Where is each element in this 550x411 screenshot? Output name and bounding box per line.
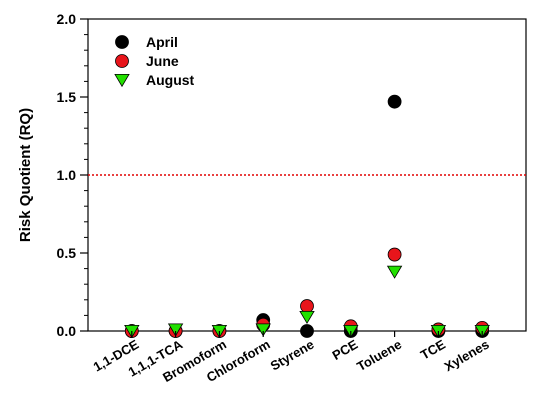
x-tick-label: Xylenes (442, 337, 492, 375)
point-august (167, 323, 184, 337)
point-june (300, 299, 314, 313)
point-april (387, 94, 402, 109)
point-june (387, 247, 402, 262)
legend-marker-april (115, 35, 129, 49)
x-axis: 1,1-DCE1,1,1-TCABromoformChloroformStyre… (91, 331, 492, 385)
legend-label: June (146, 53, 179, 69)
point-august (386, 265, 403, 279)
y-axis: 0.0 0.5 1.0 1.5 2.0 (57, 11, 88, 339)
legend-label: April (146, 34, 178, 50)
y-axis-title: Risk Quotient (RQ) (17, 108, 34, 242)
legend-marker-august (114, 74, 130, 88)
legend-marker-june (115, 54, 129, 68)
marks-layer (124, 94, 490, 339)
y-tick-label: 0.5 (57, 245, 77, 261)
x-tick-label: TCE (418, 336, 448, 362)
point-august (255, 323, 271, 337)
x-tick-label: Toluene (354, 337, 404, 374)
y-tick-label: 2.0 (57, 11, 77, 27)
legend: April June August (114, 34, 195, 88)
point-august (299, 310, 315, 325)
x-tick-label: Styrene (268, 337, 317, 374)
y-tick-label: 0.0 (57, 323, 77, 339)
legend-label: August (146, 72, 195, 88)
y-tick-label: 1.0 (57, 167, 77, 183)
y-tick-label: 1.5 (57, 89, 77, 105)
